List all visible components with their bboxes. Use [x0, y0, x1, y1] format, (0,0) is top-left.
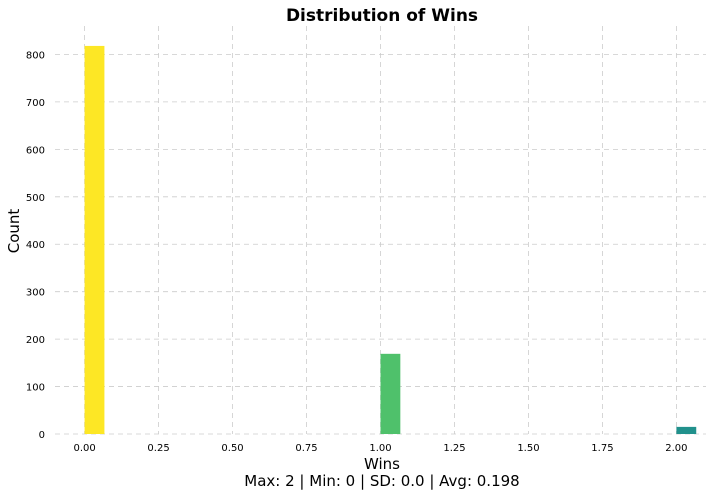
y-tick-label: 500	[26, 193, 45, 204]
y-tick-label: 200	[26, 335, 45, 346]
x-tick-label: 1.00	[369, 443, 391, 454]
x-tick-label: 1.25	[443, 443, 465, 454]
histogram-bar	[380, 353, 401, 434]
x-tick-label: 1.50	[517, 443, 539, 454]
y-tick-label: 0	[39, 430, 45, 441]
y-axis-label: Count	[5, 209, 23, 254]
y-tick-label: 700	[26, 98, 45, 109]
x-tick-label: 1.75	[591, 443, 613, 454]
y-tick-label: 100	[26, 383, 45, 394]
y-tick-label: 300	[26, 288, 45, 299]
bars	[84, 45, 697, 434]
x-tick-label: 0.50	[221, 443, 243, 454]
x-tick-label: 0.25	[147, 443, 169, 454]
x-tick-labels: 0.00 0.25 0.50 0.75 1.00 1.25 1.50 1.75 2.00	[73, 443, 687, 454]
summary-stats: Max: 2 | Min: 0 | SD: 0.0 | Avg: 0.198	[244, 472, 519, 490]
chart-title: Distribution of Wins	[286, 6, 478, 26]
y-tick-label: 600	[26, 145, 45, 156]
x-tick-label: 0.75	[295, 443, 317, 454]
histogram-bar	[84, 45, 105, 434]
x-tick-label: 2.00	[665, 443, 687, 454]
x-axis-label: Wins	[364, 455, 400, 473]
x-tick-label: 0.00	[73, 443, 95, 454]
y-tick-labels: 0 100 200 300 400 500 600 700 800	[26, 50, 45, 441]
y-tick-label: 800	[26, 50, 45, 61]
y-tick-label: 400	[26, 240, 45, 251]
histogram-bar	[676, 426, 697, 434]
